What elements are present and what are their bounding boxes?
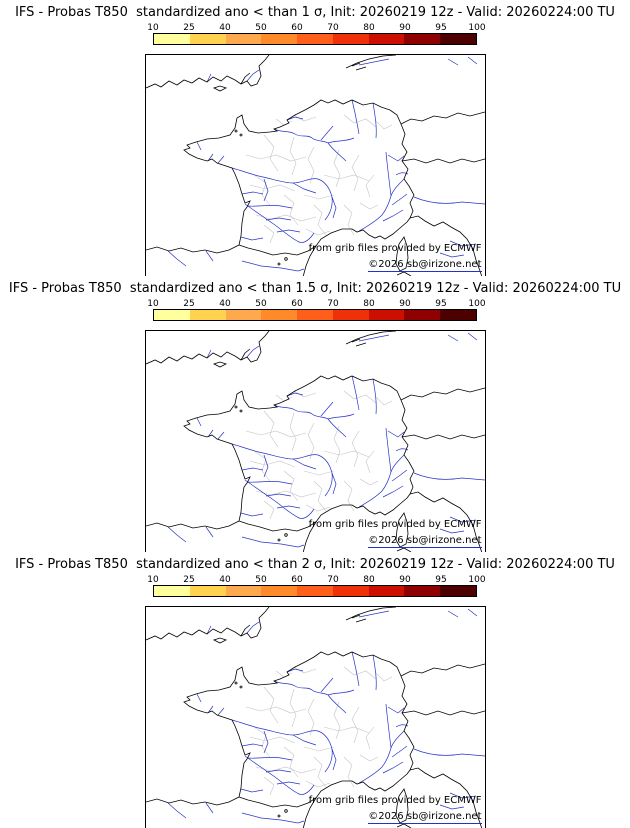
colorbar-ticks: 10 25 40 50 60 70 80 90 95 100 (147, 23, 485, 33)
colorbar-segment (261, 310, 298, 320)
colorbar-segment (440, 310, 477, 320)
probability-colorbar: 10 25 40 50 60 70 80 90 95 100 (147, 299, 486, 321)
colorbar-segment (189, 586, 226, 596)
colorbar-tick: 10 (147, 23, 159, 33)
colorbar-segment (261, 34, 298, 44)
colorbar-segment (368, 586, 405, 596)
colorbar-tick: 40 (219, 575, 231, 585)
forecast-panel-3: IFS - Probas T850 standardized ano < tha… (0, 552, 630, 828)
colorbar-segment (297, 310, 333, 320)
colorbar-gradient (153, 309, 477, 321)
attribution-copyright-link[interactable]: ©2026 sb@irizone.net (368, 535, 482, 548)
colorbar-tick: 90 (399, 299, 411, 309)
colorbar-tick: 70 (327, 23, 339, 33)
probability-colorbar: 10 25 40 50 60 70 80 90 95 100 (147, 23, 486, 45)
colorbar-tick: 25 (183, 575, 195, 585)
colorbar-segment (404, 310, 441, 320)
colorbar-tick: 100 (468, 575, 486, 585)
colorbar-tick: 100 (468, 23, 486, 33)
colorbar-segment (332, 34, 369, 44)
colorbar-segment (225, 34, 262, 44)
colorbar-tick: 80 (363, 299, 375, 309)
map-panel: from grib files provided by ECMWF ©2026 … (144, 330, 486, 552)
colorbar-tick: 70 (327, 299, 339, 309)
colorbar-tick: 95 (435, 23, 447, 33)
colorbar-gradient (153, 585, 477, 597)
colorbar-gradient (153, 33, 477, 45)
colorbar-segment (154, 310, 190, 320)
colorbar-segment (261, 586, 298, 596)
colorbar-segment (332, 586, 369, 596)
colorbar-tick: 25 (183, 23, 195, 33)
colorbar-tick: 50 (255, 575, 267, 585)
colorbar-tick: 100 (468, 299, 486, 309)
colorbar-segment (440, 586, 477, 596)
colorbar-segment (404, 586, 441, 596)
attribution-source: from grib files provided by ECMWF (308, 519, 482, 530)
colorbar-tick: 95 (435, 299, 447, 309)
colorbar-segment (189, 310, 226, 320)
attribution-copyright-link[interactable]: ©2026 sb@irizone.net (368, 811, 482, 824)
attribution-source: from grib files provided by ECMWF (308, 795, 482, 806)
probability-colorbar: 10 25 40 50 60 70 80 90 95 100 (147, 575, 486, 597)
colorbar-tick: 40 (219, 23, 231, 33)
colorbar-tick: 90 (399, 575, 411, 585)
colorbar-segment (440, 34, 477, 44)
colorbar-segment (154, 586, 190, 596)
colorbar-tick: 60 (291, 575, 303, 585)
colorbar-tick: 50 (255, 299, 267, 309)
colorbar-segment (368, 310, 405, 320)
forecast-panel-2: IFS - Probas T850 standardized ano < tha… (0, 276, 630, 552)
colorbar-tick: 95 (435, 575, 447, 585)
colorbar-ticks: 10 25 40 50 60 70 80 90 95 100 (147, 299, 485, 309)
colorbar-segment (225, 586, 262, 596)
colorbar-tick: 80 (363, 575, 375, 585)
colorbar-segment (154, 34, 190, 44)
colorbar-tick: 70 (327, 575, 339, 585)
colorbar-segment (189, 34, 226, 44)
colorbar-segment (297, 34, 333, 44)
panel-title: IFS - Probas T850 standardized ano < tha… (15, 557, 615, 572)
panel-title: IFS - Probas T850 standardized ano < tha… (8, 281, 622, 296)
colorbar-tick: 10 (147, 575, 159, 585)
forecast-panel-1: IFS - Probas T850 standardized ano < tha… (0, 0, 630, 276)
colorbar-tick: 50 (255, 23, 267, 33)
colorbar-tick: 60 (291, 299, 303, 309)
colorbar-segment (225, 310, 262, 320)
colorbar-tick: 40 (219, 299, 231, 309)
map-panel: from grib files provided by ECMWF ©2026 … (144, 54, 486, 276)
colorbar-segment (297, 586, 333, 596)
colorbar-tick: 60 (291, 23, 303, 33)
colorbar-segment (332, 310, 369, 320)
attribution-source: from grib files provided by ECMWF (308, 243, 482, 254)
colorbar-tick: 25 (183, 299, 195, 309)
attribution-copyright-link[interactable]: ©2026 sb@irizone.net (368, 259, 482, 272)
panel-title: IFS - Probas T850 standardized ano < tha… (15, 5, 615, 20)
colorbar-tick: 90 (399, 23, 411, 33)
colorbar-ticks: 10 25 40 50 60 70 80 90 95 100 (147, 575, 485, 585)
colorbar-segment (368, 34, 405, 44)
colorbar-segment (404, 34, 441, 44)
map-panel: from grib files provided by ECMWF ©2026 … (144, 606, 486, 828)
colorbar-tick: 80 (363, 23, 375, 33)
colorbar-tick: 10 (147, 299, 159, 309)
